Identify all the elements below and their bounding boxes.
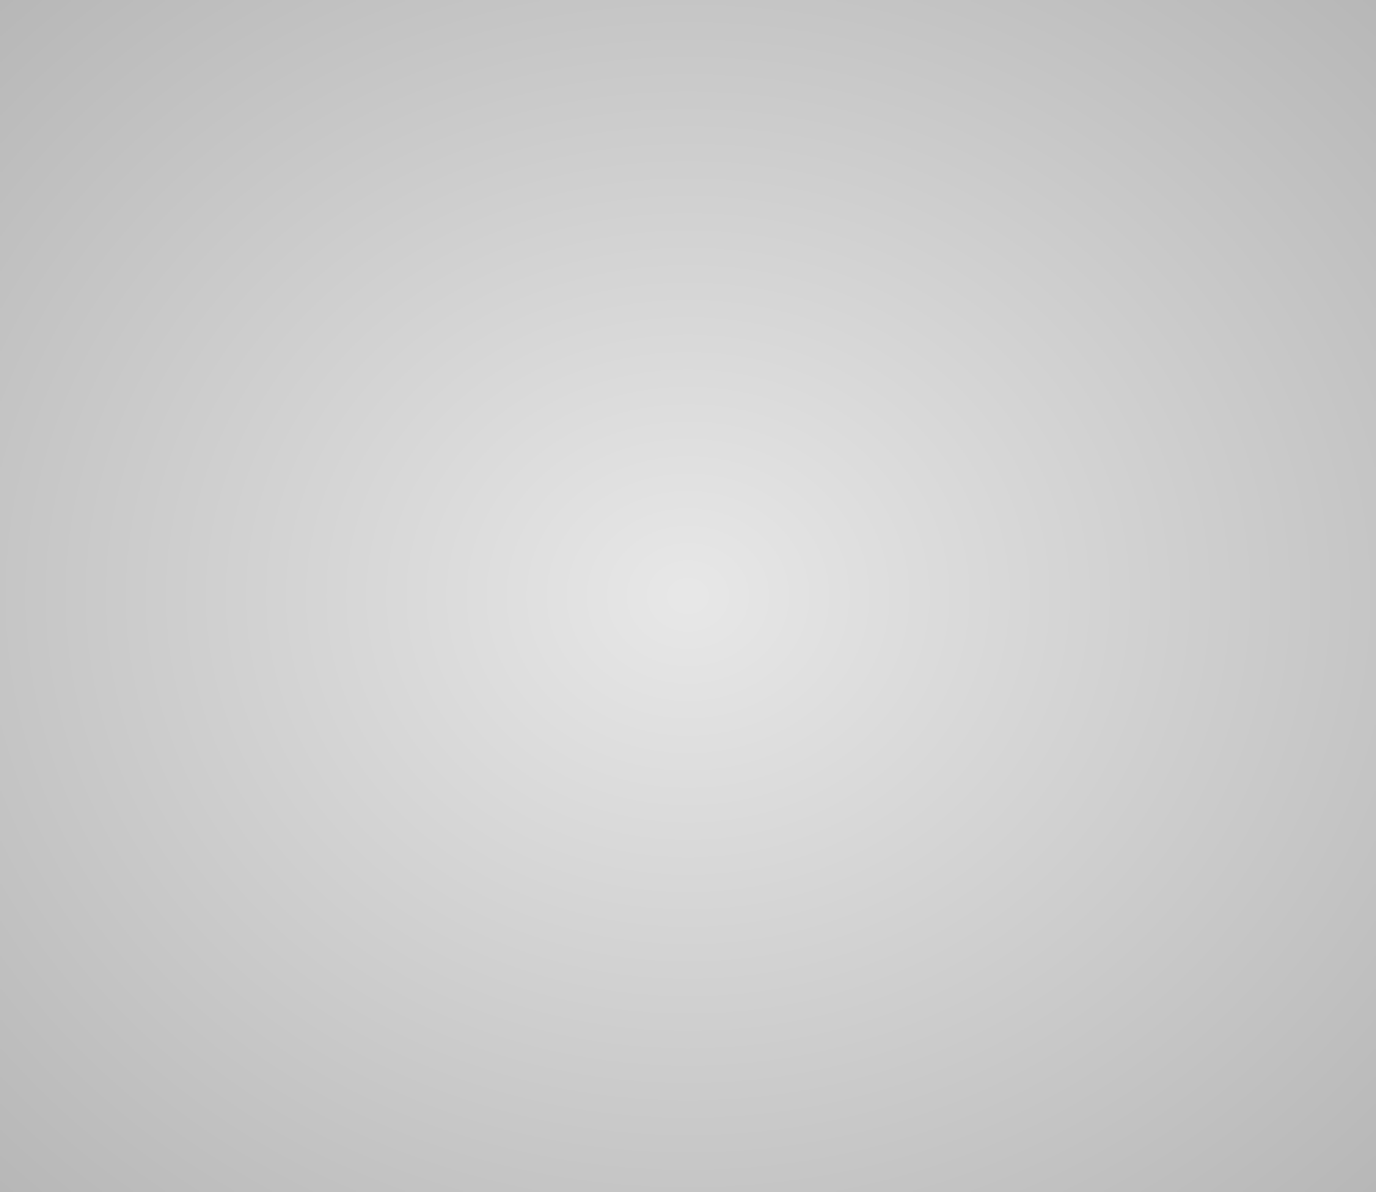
Wedge shape: [612, 203, 688, 421]
Text: Oncology, 27: Oncology, 27: [588, 296, 731, 327]
Wedge shape: [259, 297, 553, 893]
Text: Biochemistry
279: Biochemistry 279: [667, 882, 709, 1025]
Title: Discippline assessment share: Discippline assessment share: [433, 0, 943, 20]
Text: Pathology
339: Pathology 339: [922, 468, 1032, 510]
Wedge shape: [688, 203, 1117, 893]
Text: Molecules/Cells/Tissu
es+Genes&Developme
nt
236: Molecules/Cells/Tissu es+Genes&Developme…: [244, 551, 494, 635]
Text: Pharmacology
76: Pharmacology 76: [475, 287, 634, 390]
Wedge shape: [348, 763, 1028, 1061]
Wedge shape: [420, 210, 651, 465]
